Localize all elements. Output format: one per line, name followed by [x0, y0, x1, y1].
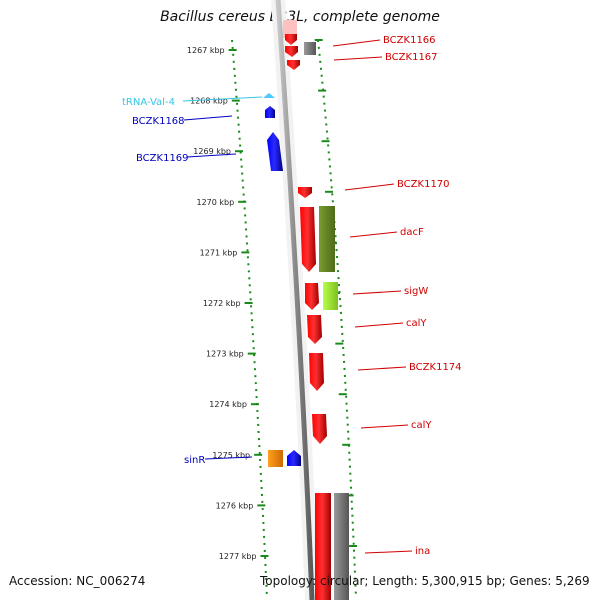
label-bczk1170[interactable]: BCZK1170	[397, 179, 450, 190]
gene-arrow-caly-2[interactable]	[312, 414, 327, 444]
ruler-tick-label: 1269 kbp	[193, 147, 231, 156]
ruler-tick-label: 1267 kbp	[187, 46, 225, 55]
gene-arrow-bczk1168[interactable]	[265, 106, 275, 118]
genome-backbone	[275, 0, 315, 600]
topology-text: Topology: circular; Length: 5,300,915 bp…	[260, 574, 590, 588]
accession-text: Accession: NC_006274	[9, 574, 146, 588]
gene-arrow-sigw[interactable]	[305, 283, 319, 310]
label-line-dacf	[349, 231, 398, 238]
label-line-bczk1166	[332, 39, 381, 47]
gene-arrow-bczk1170[interactable]	[298, 187, 312, 198]
label-line-caly-2	[360, 424, 409, 429]
trna-arrow-val4[interactable]	[263, 93, 275, 98]
gene-feature-faint[interactable]	[283, 20, 297, 38]
gene-box-olive-dacf[interactable]	[319, 206, 335, 272]
gene-arrow-dacf[interactable]	[300, 207, 316, 272]
label-line-bczk1174	[357, 366, 407, 371]
ruler-tick-label: 1275 kbp	[212, 451, 250, 460]
label-line-sinr	[204, 456, 253, 460]
ruler-tick-label: 1270 kbp	[196, 198, 234, 207]
ruler-track-right	[317, 39, 357, 599]
gene-box-lime-sigw[interactable]	[323, 282, 338, 310]
gene-arrow-bczk1166b[interactable]	[285, 46, 298, 57]
label-trna-val-4[interactable]: tRNA-Val-4	[122, 97, 175, 108]
ruler-tick-label: 1277 kbp	[219, 552, 257, 561]
left-labels: tRNA-Val-4 BCZK1168 BCZK1169 sinR	[122, 96, 263, 466]
label-line-bczk1169	[186, 153, 237, 158]
gene-features	[263, 20, 349, 600]
label-line-trna	[182, 96, 263, 102]
label-caly-1[interactable]: calY	[406, 318, 427, 329]
label-line-bczk1170	[344, 183, 395, 191]
label-line-bczk1168	[183, 115, 233, 121]
gene-box-gray-ina[interactable]	[334, 493, 349, 600]
gene-arrow-ina[interactable]	[315, 493, 331, 600]
ruler-ticks: 1267 kbp 1268 kbp 1269 kbp 1270 kbp 1271 kbp…	[187, 39, 358, 561]
label-ina[interactable]: ina	[415, 546, 430, 557]
ruler-tick-label: 1276 kbp	[216, 501, 254, 510]
gene-arrow-bczk1174[interactable]	[309, 353, 324, 391]
gene-arrow-bczk1167[interactable]	[287, 60, 300, 70]
ruler-tick-label: 1274 kbp	[209, 400, 247, 409]
ruler-tick-label: 1271 kbp	[200, 248, 238, 257]
label-sigw[interactable]: sigW	[404, 286, 428, 297]
ruler-tick-label: 1273 kbp	[206, 350, 244, 359]
label-bczk1166[interactable]: BCZK1166	[383, 35, 436, 46]
gene-arrow-bczk1169[interactable]	[267, 132, 283, 171]
label-line-sigw	[352, 290, 402, 295]
label-sinr[interactable]: sinR	[184, 455, 205, 466]
gene-arrow-sinr[interactable]	[287, 450, 301, 466]
label-line-ina	[364, 550, 413, 554]
gene-box-orange-sinr[interactable]	[268, 450, 283, 467]
ruler-tick-label: 1272 kbp	[203, 299, 241, 308]
gene-box-gray-1166[interactable]	[304, 42, 316, 55]
label-caly-2[interactable]: calY	[411, 420, 432, 431]
right-labels: BCZK1166 BCZK1167 BCZK1170 dacF sigW cal…	[332, 35, 462, 557]
ruler-tick-label: 1268 kbp	[190, 97, 228, 106]
label-line-bczk1167	[333, 56, 383, 61]
label-dacf[interactable]: dacF	[400, 227, 424, 238]
label-bczk1169[interactable]: BCZK1169	[136, 153, 189, 164]
ruler-track-left	[231, 39, 268, 599]
label-line-caly-1	[354, 322, 404, 328]
map-title: Bacillus cereus E33L, complete genome	[160, 9, 440, 25]
label-bczk1174[interactable]: BCZK1174	[409, 362, 462, 373]
gene-arrow-bczk1166[interactable]	[285, 34, 297, 45]
gene-arrow-caly-1[interactable]	[307, 315, 322, 344]
label-bczk1168[interactable]: BCZK1168	[132, 116, 185, 127]
label-bczk1167[interactable]: BCZK1167	[385, 52, 438, 63]
